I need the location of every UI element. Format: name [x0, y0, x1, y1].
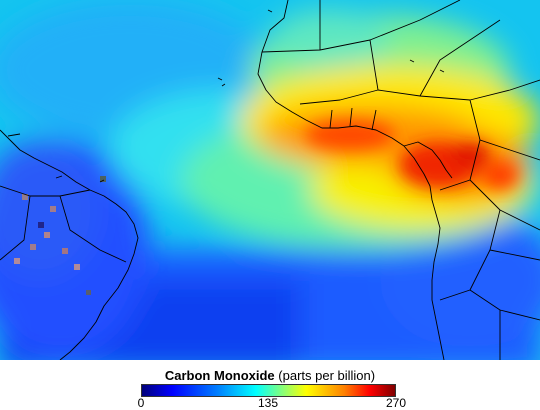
caribbean-islands	[7, 133, 105, 183]
african-borders	[261, 0, 540, 360]
south-america-borders	[0, 185, 127, 263]
gulf-of-guinea	[403, 141, 453, 179]
atlantic-islands	[217, 9, 445, 87]
tick-max: 270	[385, 396, 407, 410]
south-america-coastline	[0, 129, 139, 360]
legend-title-unit: (parts per billion)	[278, 368, 376, 383]
hotspots	[305, 120, 518, 189]
legend: Carbon Monoxide (parts per billion) 0 13…	[0, 360, 540, 410]
color-scale-bar	[141, 384, 396, 397]
coastlines	[0, 0, 540, 360]
legend-title-bold: Carbon Monoxide	[164, 368, 275, 383]
tick-mid: 135	[257, 396, 279, 410]
legend-title: Carbon Monoxide (parts per billion)	[0, 368, 540, 384]
concentration-field	[0, 0, 540, 360]
tick-min: 0	[137, 396, 145, 410]
carbon-monoxide-map	[0, 0, 540, 360]
anomaly-pixels	[14, 176, 106, 295]
africa-coastline	[257, 0, 445, 360]
